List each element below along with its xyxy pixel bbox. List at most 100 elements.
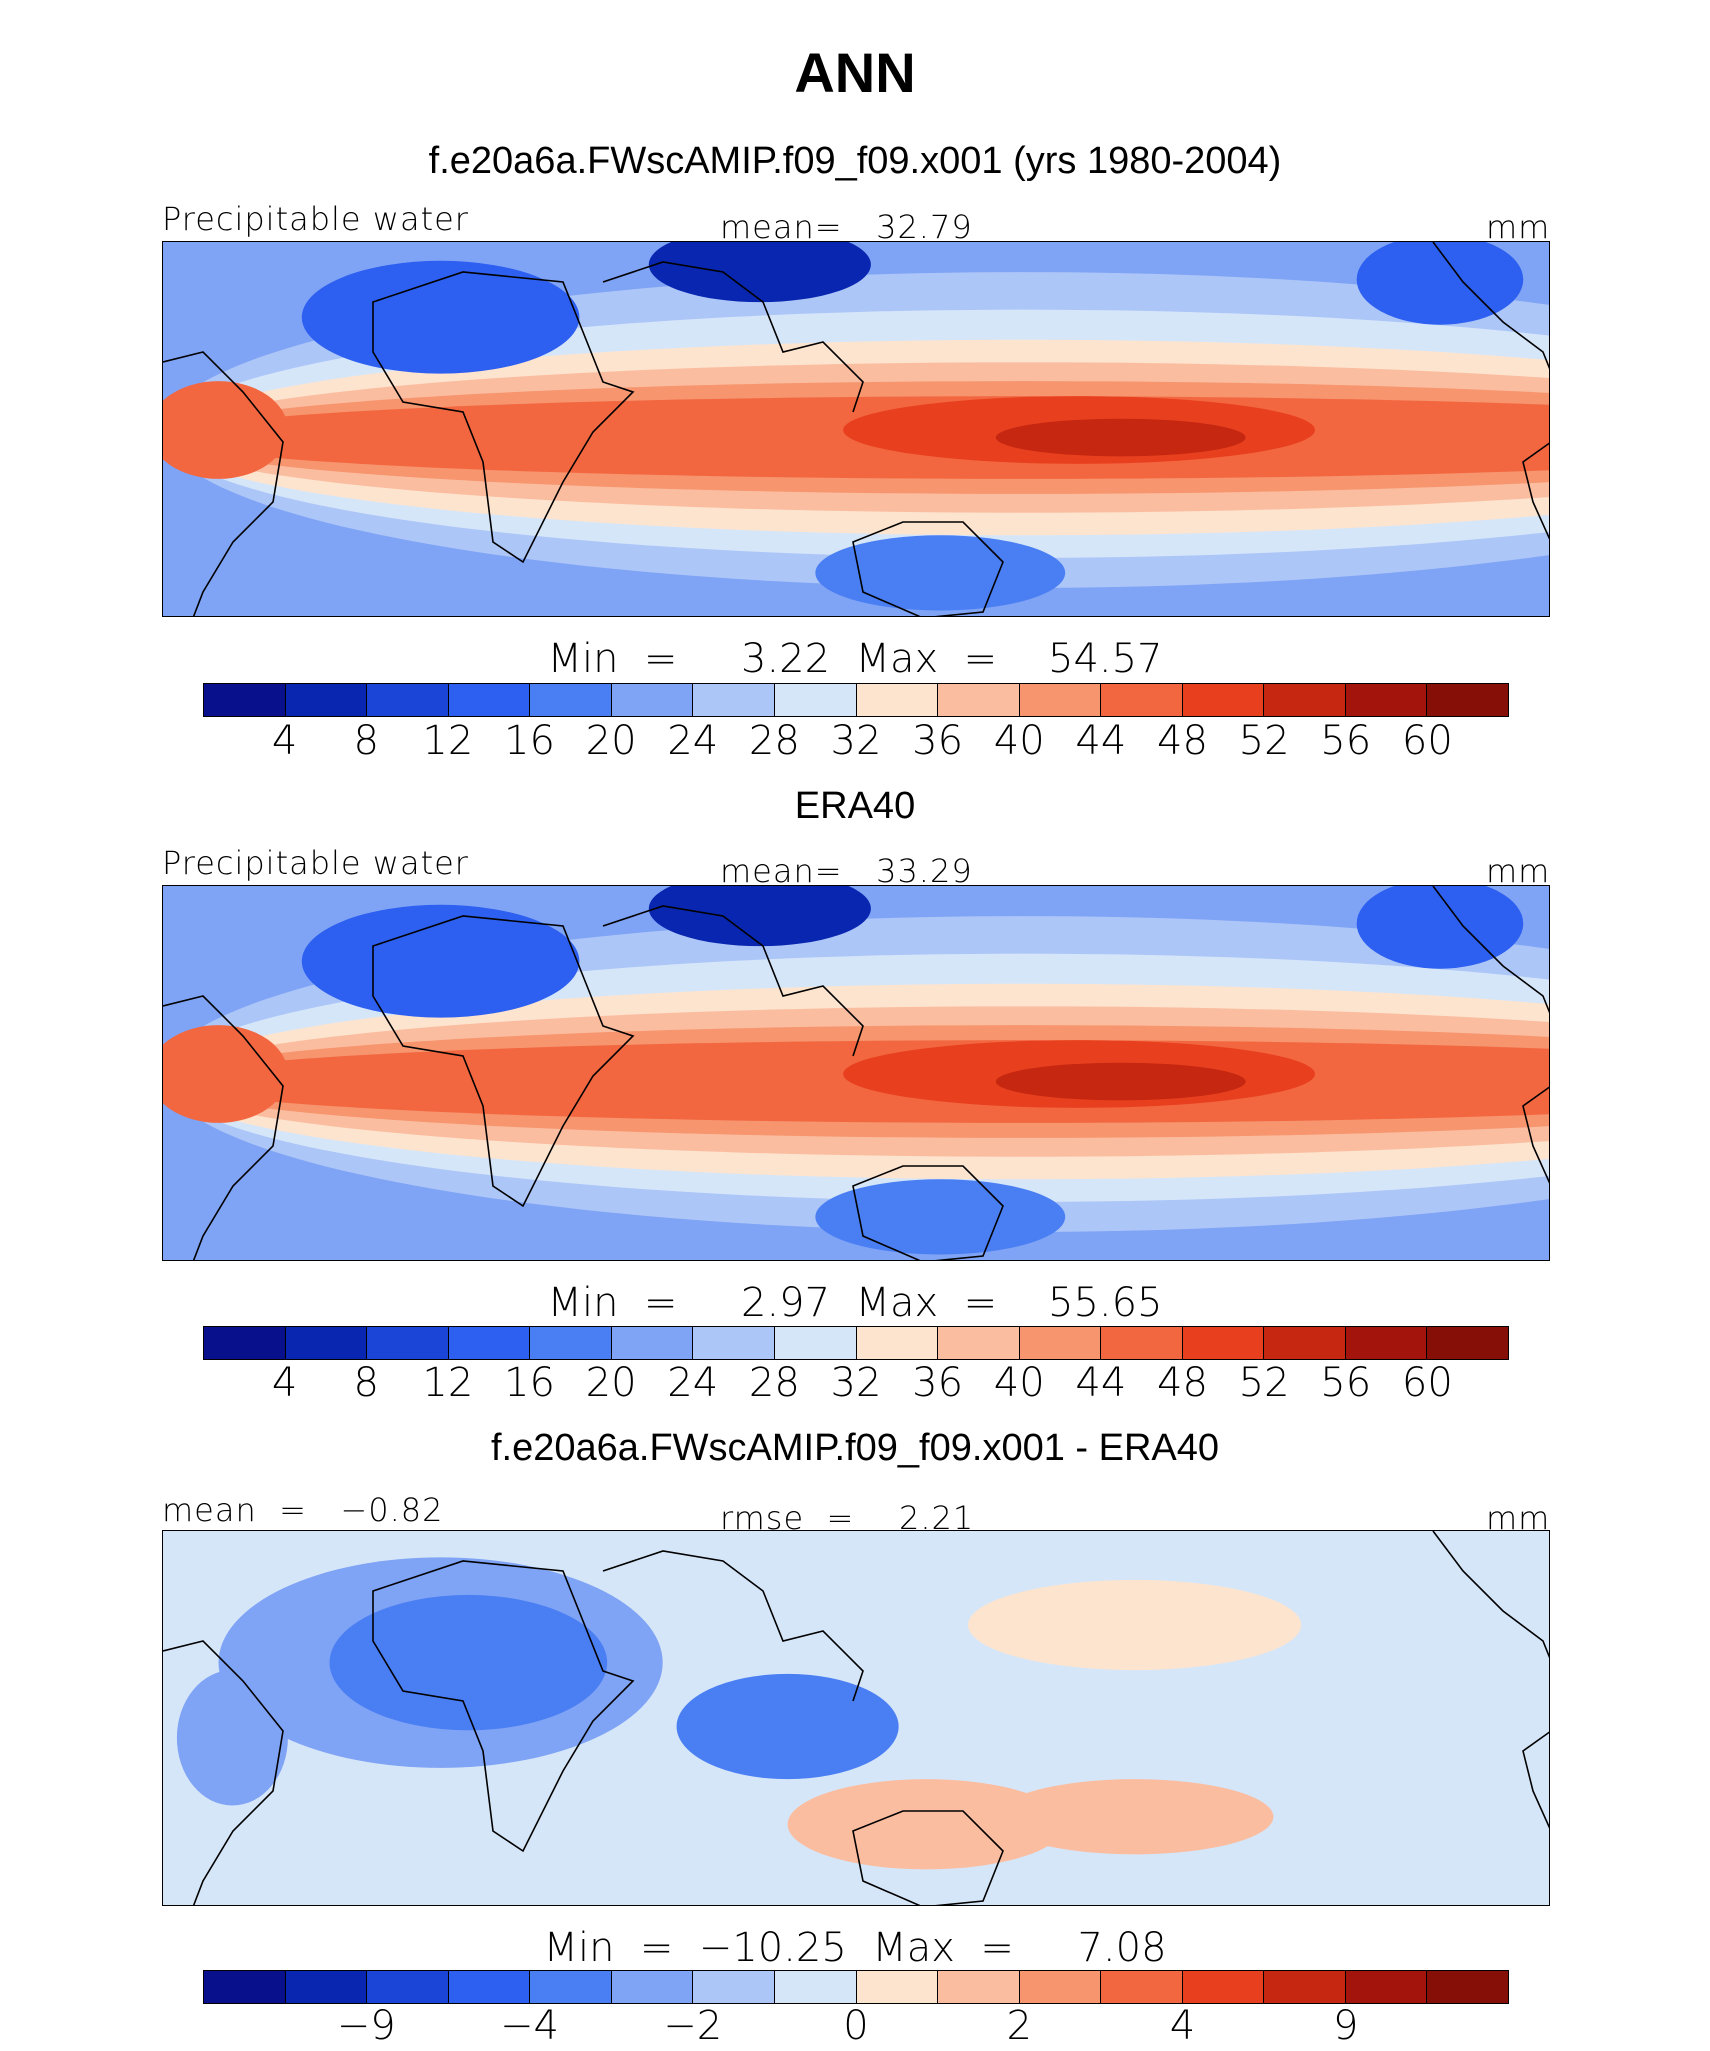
colorbar-swatch <box>1345 1327 1428 1359</box>
colorbar <box>203 1326 1509 1360</box>
neg-indian <box>676 1673 899 1780</box>
colorbar-swatch <box>204 1971 286 2003</box>
warm-pool-core <box>995 1062 1246 1101</box>
colorbar-swatch <box>856 684 939 716</box>
colorbar-tick-label: 60 <box>1401 1360 1453 1406</box>
colorbar-swatch <box>1345 1971 1428 2003</box>
colorbar-swatch <box>1427 684 1508 716</box>
sahara-dry <box>301 904 580 1018</box>
colorbar-swatch <box>530 1971 612 2003</box>
left-label: mean = −0.82 <box>162 1491 444 1529</box>
coastline <box>602 905 864 1057</box>
colorbar-tick-label: 16 <box>504 1360 555 1406</box>
colorbar-tick-label: 52 <box>1238 718 1290 764</box>
colorbar-tick-label: −4 <box>500 2003 559 2049</box>
colorbar-tick-label: 28 <box>748 718 800 764</box>
colorbar-tick-label: 48 <box>1157 718 1208 764</box>
pos-australia <box>787 1779 1066 1870</box>
center-label: mean= 32.79 <box>720 208 973 246</box>
namerica-dry <box>1356 886 1524 969</box>
left-label: Precipitable water <box>162 200 469 238</box>
tibet-dry <box>648 886 871 947</box>
map-panel <box>162 1530 1550 1906</box>
colorbar-swatch <box>530 1327 612 1359</box>
coastline <box>852 1810 1004 1905</box>
center-label: mean= 33.29 <box>720 852 973 890</box>
colorbar-tick-label: 9 <box>1333 2003 1359 2049</box>
colorbar-swatch <box>367 684 449 716</box>
pos-npacific <box>968 1579 1302 1671</box>
coastline <box>1522 442 1549 540</box>
colorbar-swatch <box>285 1327 368 1359</box>
colorbar-swatch <box>530 684 612 716</box>
coastline <box>602 261 864 413</box>
neg-samerica <box>176 1670 288 1806</box>
warm-pool-core <box>995 418 1246 457</box>
colorbar-tick-label: 32 <box>830 718 882 764</box>
colorbar-swatch <box>204 684 286 716</box>
colorbar-swatch <box>367 1327 449 1359</box>
colorbar-tick-label: 4 <box>271 1360 298 1406</box>
main-title: ANN <box>794 41 916 104</box>
map-svg <box>163 886 1549 1260</box>
australia-dry <box>815 535 1066 611</box>
colorbar-tick-label: 4 <box>1169 2003 1196 2049</box>
pos-pacific <box>995 1779 1274 1855</box>
colorbar-tick-label: 20 <box>585 1360 637 1406</box>
panel-title: f.e20a6a.FWscAMIP.f09_f09.x001 (yrs 1980… <box>428 140 1282 182</box>
colorbar-swatch <box>285 684 368 716</box>
colorbar-tick-label: 12 <box>422 1360 474 1406</box>
colorbar-swatch <box>1182 684 1265 716</box>
colorbar-tick-label: 8 <box>353 1360 379 1406</box>
colorbar-swatch <box>204 1327 286 1359</box>
colorbar-swatch <box>856 1327 939 1359</box>
colorbar-swatch <box>774 1971 857 2003</box>
colorbar-tick-label: 48 <box>1157 1360 1208 1406</box>
coastline <box>163 351 284 616</box>
coastline <box>372 271 635 564</box>
colorbar-tick-label: −2 <box>663 2003 723 2049</box>
coastline <box>1432 886 1549 1014</box>
colorbar-swatch <box>285 1971 368 2003</box>
colorbar-tick-label: 2 <box>1006 2003 1032 2049</box>
colorbar-swatch <box>693 684 775 716</box>
colorbar-swatch <box>1019 1971 1102 2003</box>
colorbar-swatch <box>367 1971 449 2003</box>
colorbar-tick-label: 8 <box>353 718 379 764</box>
map-panel <box>162 885 1550 1261</box>
namerica-dry <box>1356 242 1524 325</box>
min-max-label: Min = −10.25 Max = 7.08 <box>543 1925 1167 1971</box>
colorbar-tick-label: −9 <box>336 2003 396 2049</box>
colorbar-swatch <box>693 1971 775 2003</box>
colorbar-tick-label: 32 <box>830 1360 882 1406</box>
coastline <box>1522 1731 1549 1829</box>
colorbar-tick-label: 40 <box>993 1360 1045 1406</box>
colorbar-tick-label: 24 <box>667 1360 719 1406</box>
colorbar-swatch <box>1019 684 1102 716</box>
coastline <box>1432 242 1549 370</box>
unit-label: mm <box>1486 852 1551 890</box>
colorbar-swatch <box>611 1327 694 1359</box>
min-max-label: Min = 2.97 Max = 55.65 <box>547 1280 1163 1326</box>
colorbar-tick-label: 24 <box>667 718 719 764</box>
colorbar-tick-label: 12 <box>422 718 474 764</box>
colorbar-swatch <box>856 1971 939 2003</box>
colorbar <box>203 683 1509 717</box>
colorbar-swatch <box>1264 684 1346 716</box>
sahara-dry <box>301 260 580 374</box>
amazon-wet <box>163 381 288 479</box>
colorbar-tick-label: 56 <box>1320 1360 1372 1406</box>
colorbar-swatch <box>1101 1971 1183 2003</box>
colorbar-swatch <box>774 1327 857 1359</box>
coastline <box>602 1550 864 1702</box>
coastline <box>1522 1086 1549 1184</box>
colorbar-tick-label: 36 <box>912 718 964 764</box>
colorbar-tick-label: 20 <box>585 718 637 764</box>
colorbar-swatch <box>1345 684 1428 716</box>
colorbar <box>203 1970 1509 2004</box>
coastline <box>372 1560 635 1853</box>
colorbar-tick-label: 28 <box>748 1360 800 1406</box>
colorbar-swatch <box>1264 1971 1346 2003</box>
tibet-dry <box>648 242 871 303</box>
coastline <box>1432 1531 1549 1659</box>
